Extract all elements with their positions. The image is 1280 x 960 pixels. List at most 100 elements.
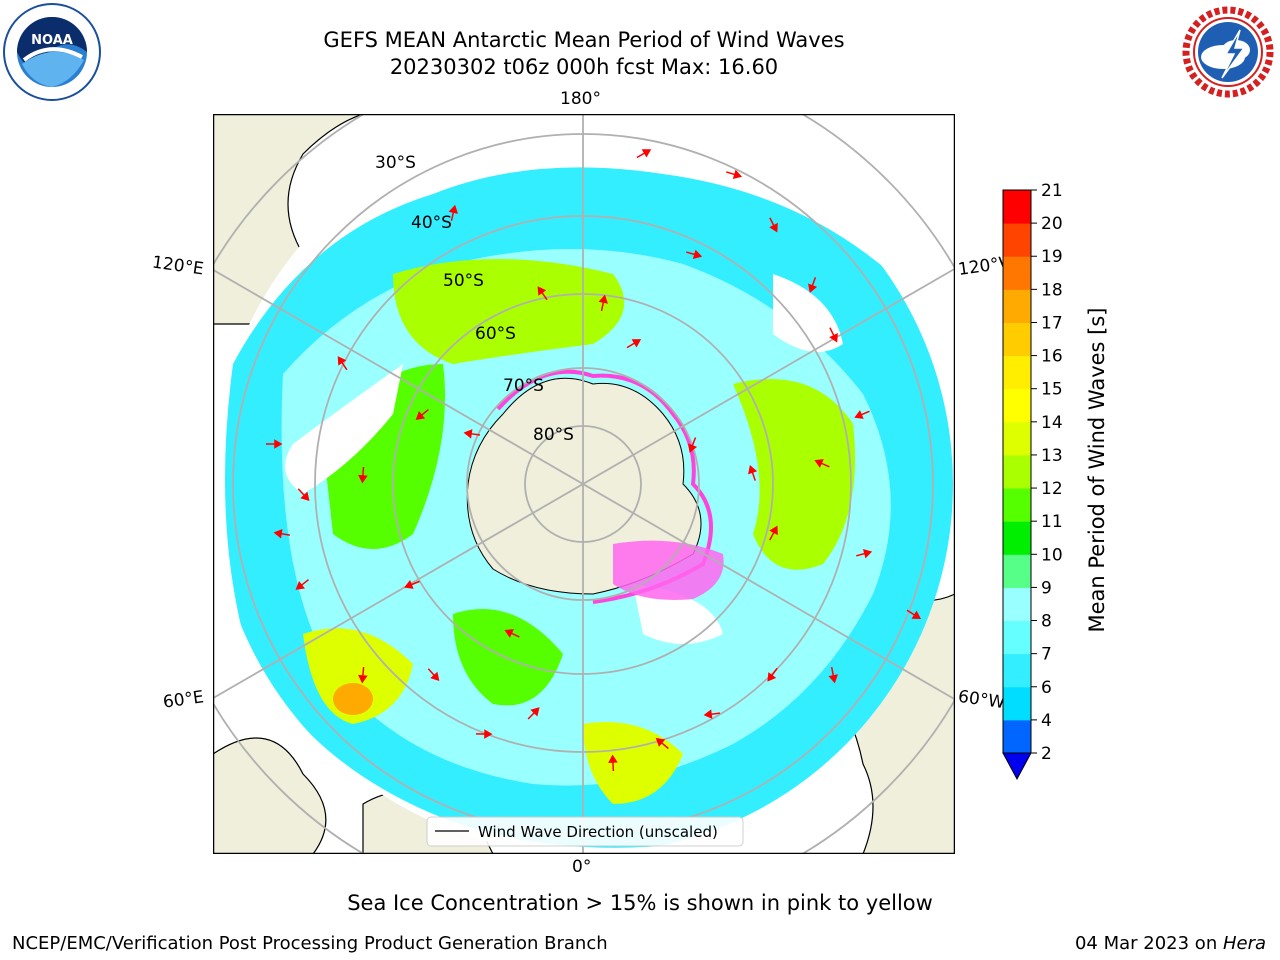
wind-arrow	[767, 667, 778, 682]
noaa-logo: NOAA	[3, 3, 101, 101]
lat-label-80s: 80°S	[533, 425, 574, 445]
chart-title: GEFS MEAN Antarctic Mean Period of Wind …	[323, 28, 845, 52]
colorbar-tick-label: 6	[1041, 678, 1052, 698]
footer-date: 04 Mar 2023 on Hera	[1075, 933, 1266, 954]
lat-label-70s: 70°S	[503, 376, 544, 396]
colorbar-tick-label: 19	[1041, 247, 1063, 267]
colorbar-swatch	[1003, 653, 1031, 688]
wind-arrow	[703, 709, 721, 719]
colorbar-tick-label: 14	[1041, 413, 1063, 433]
wind-arrow	[475, 729, 493, 739]
wind-arrow	[358, 466, 368, 484]
colorbar-swatch	[1003, 388, 1031, 423]
wind-arrow	[504, 629, 520, 638]
colorbar-extend-arrow	[1002, 752, 1032, 781]
colorbar-swatch	[1003, 554, 1031, 588]
wind-arrow	[358, 666, 368, 684]
africa-land	[213, 737, 327, 854]
wind-arrow	[688, 437, 698, 453]
colorbar-tick-label: 9	[1041, 578, 1052, 598]
colorbar-swatch	[1003, 256, 1031, 290]
colorbar-tick-label: 10	[1041, 545, 1063, 565]
colorbar-tick-label: 20	[1041, 214, 1063, 234]
wind-arrow	[273, 529, 291, 539]
colorbar-tick-label: 13	[1041, 446, 1063, 466]
colorbar-tick-label: 11	[1041, 512, 1063, 532]
colorbar-tick-label: 12	[1041, 479, 1063, 499]
wind-arrow	[337, 356, 348, 371]
colorbar-swatch	[1003, 322, 1031, 357]
footer-date-text: 04 Mar 2023 on	[1074, 933, 1223, 954]
colorbar-tick-label: 7	[1041, 645, 1052, 665]
wind-arrow	[527, 707, 540, 720]
wind-arrow	[608, 754, 618, 772]
wind-arrow	[814, 459, 830, 468]
wind-arrow	[726, 169, 743, 179]
colorbar-label: Mean Period of Wind Waves [s]	[1085, 307, 1109, 633]
lon-label-60e: 60°E	[161, 687, 206, 713]
lat-label-40s: 40°S	[411, 213, 452, 233]
colorbar-tick-label: 15	[1041, 380, 1063, 400]
colorbar-swatch	[1003, 223, 1031, 257]
wind-arrow	[297, 488, 310, 501]
sea-ice-note: Sea Ice Concentration > 15% is shown in …	[347, 891, 933, 915]
colorbar-tick-label: 18	[1041, 280, 1063, 300]
colorbar-swatch	[1003, 620, 1031, 655]
wind-wave-arrows	[266, 149, 922, 772]
graticule	[213, 114, 955, 854]
colorbar-tick-label: 2	[1041, 744, 1052, 764]
wind-arrow	[598, 294, 608, 312]
colorbar-tick-label: 21	[1041, 181, 1063, 201]
lon-label-180: 180°	[560, 89, 601, 109]
wind-arrow	[808, 277, 818, 293]
colorbar-swatch	[1003, 686, 1031, 721]
wind-arrow	[854, 410, 870, 419]
colorbar-tick-label: 17	[1041, 313, 1063, 333]
wind-arrow	[828, 666, 838, 684]
wind-arrow	[415, 409, 429, 420]
colorbar-swatch	[1003, 488, 1031, 522]
wind-arrow	[404, 580, 420, 589]
wind-arrow	[295, 579, 309, 590]
wind-arrow	[829, 327, 838, 343]
colorbar-swatch	[1003, 289, 1031, 323]
nws-logo	[1181, 5, 1275, 99]
svg-text:NOAA: NOAA	[31, 33, 73, 48]
colorbar-tick-label: 8	[1041, 612, 1052, 632]
chart-subtitle: 20230302 t06z 000h fcst Max: 16.60	[389, 55, 779, 79]
lon-label-120e: 120°E	[150, 252, 205, 280]
wind-arrow	[769, 525, 778, 541]
wind-arrow	[448, 204, 458, 221]
wind-arrow	[856, 549, 873, 559]
map-legend: Wind Wave Direction (unscaled)	[426, 816, 744, 847]
wind-arrow	[655, 737, 669, 750]
colorbar-swatch	[1003, 587, 1031, 622]
wind-arrow	[686, 249, 703, 259]
wind-arrow	[748, 465, 758, 481]
wind-arrow	[906, 609, 922, 620]
legend-label: Wind Wave Direction (unscaled)	[478, 823, 718, 841]
footer-credit: NCEP/EMC/Verification Post Processing Pr…	[12, 933, 608, 954]
wind-arrow	[769, 217, 778, 233]
wind-arrow	[626, 339, 642, 349]
colorbar-swatch	[1003, 190, 1031, 224]
lat-label-50s: 50°S	[443, 271, 484, 291]
lat-label-30s: 30°S	[375, 153, 416, 173]
colorbar-swatch	[1003, 421, 1031, 456]
lon-label-0: 0°	[572, 857, 592, 877]
colorbar-tick-label: 4	[1041, 711, 1052, 731]
colorbar-swatch	[1003, 719, 1031, 754]
colorbar-swatch	[1003, 454, 1031, 489]
lat-label-60s: 60°S	[475, 324, 516, 344]
polar-map: 30°S 40°S 50°S 60°S 70°S 80°S Wind Wave …	[213, 114, 955, 854]
wind-arrow	[636, 149, 652, 159]
wind-arrow	[427, 668, 440, 682]
colorbar-tick-label: 16	[1041, 347, 1063, 367]
wind-arrow	[463, 429, 481, 439]
colorbar-swatch	[1003, 521, 1031, 555]
wind-arrow	[266, 439, 283, 449]
wind-arrow	[537, 286, 548, 301]
latitude-labels: 30°S 40°S 50°S 60°S 70°S 80°S	[375, 153, 574, 445]
colorbar-swatch	[1003, 355, 1031, 390]
colorbar: 2 4 6 7 8 9 10 11 12 13 14 15 16 17 18 19 20 21	[1002, 181, 1063, 781]
